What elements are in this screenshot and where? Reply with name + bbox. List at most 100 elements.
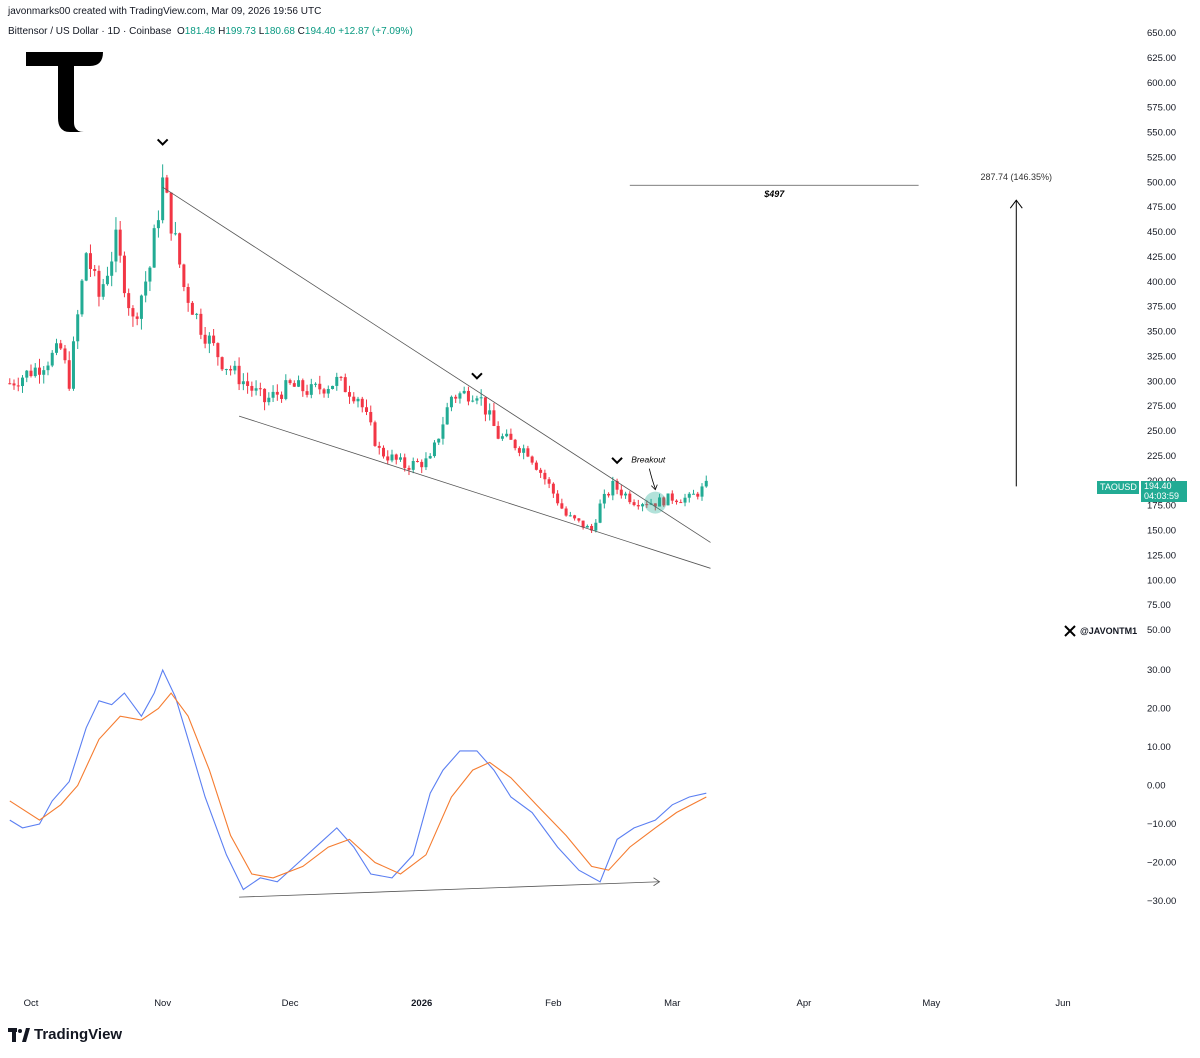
price-axis-tick: 600.00 xyxy=(1147,78,1176,89)
oscillator-axis-tick: −10.00 xyxy=(1147,819,1176,830)
candle-body xyxy=(602,493,606,504)
candle-body xyxy=(420,461,424,468)
candle xyxy=(594,519,598,533)
close-label: C xyxy=(297,26,305,37)
price-axis-tick: 525.00 xyxy=(1147,152,1176,163)
candle-body xyxy=(246,381,250,386)
candle-body xyxy=(424,458,428,468)
price-axis-tick: 575.00 xyxy=(1147,103,1176,114)
candle-body xyxy=(454,396,458,399)
candle xyxy=(237,357,241,391)
candle-body xyxy=(271,391,275,398)
candle xyxy=(539,467,543,478)
candle xyxy=(105,266,109,286)
candle xyxy=(318,375,322,395)
candle-body xyxy=(339,376,343,378)
candle-body xyxy=(662,497,666,506)
candle xyxy=(178,232,182,268)
price-axis-tick: 650.00 xyxy=(1147,28,1176,39)
candle-body xyxy=(101,284,105,297)
candle-body xyxy=(428,456,432,459)
candle xyxy=(59,339,63,351)
candle-body xyxy=(509,433,513,440)
price-tag-price: 194.40 xyxy=(1144,481,1172,491)
candle-body xyxy=(237,365,241,385)
candle xyxy=(267,392,271,406)
candle xyxy=(216,342,220,366)
time-axis-tick: Mar xyxy=(664,998,680,1009)
candle-body xyxy=(458,393,462,399)
candle xyxy=(424,452,428,471)
candle-body xyxy=(12,383,16,386)
candle-body xyxy=(415,461,419,463)
candle xyxy=(25,369,29,383)
candle xyxy=(428,453,432,459)
candle xyxy=(381,445,385,459)
candle xyxy=(564,506,568,517)
tradingview-footer: TradingView xyxy=(8,1026,122,1043)
candle xyxy=(16,377,20,392)
candle-body xyxy=(577,518,581,521)
candle xyxy=(662,496,666,507)
candle xyxy=(403,453,407,472)
candle xyxy=(458,391,462,404)
symbol-legend: Bittensor / US Dollar · 1D · Coinbase O1… xyxy=(8,26,413,37)
divergence-line xyxy=(239,881,660,898)
candle xyxy=(314,382,318,388)
candle xyxy=(284,374,288,401)
candle xyxy=(139,294,143,330)
candle-body xyxy=(220,357,224,370)
candle-body xyxy=(122,255,126,294)
price-axis-tick: 350.00 xyxy=(1147,327,1176,338)
candle xyxy=(50,350,54,368)
candle-body xyxy=(594,522,598,531)
price-axis-tick: 100.00 xyxy=(1147,575,1176,586)
candle-body xyxy=(165,177,169,193)
candle-body xyxy=(258,388,262,390)
candle xyxy=(556,490,560,506)
candle xyxy=(573,514,577,521)
candle-body xyxy=(25,370,29,378)
low-label: L xyxy=(258,26,265,37)
price-tag-countdown: 04:03:59 xyxy=(1144,491,1180,501)
candle xyxy=(441,416,445,445)
top-marker-2-chevron-icon xyxy=(471,372,483,380)
open-label: O xyxy=(176,26,185,37)
candle-body xyxy=(54,343,58,353)
candle-body xyxy=(517,448,521,453)
candle-body xyxy=(152,228,156,268)
candle-body xyxy=(483,397,487,415)
candle-body xyxy=(250,385,254,391)
candle xyxy=(135,312,139,326)
candle xyxy=(335,372,339,391)
candle xyxy=(246,372,250,394)
price-axis-tick: 75.00 xyxy=(1147,600,1171,611)
candlestick-series xyxy=(8,164,708,533)
candle xyxy=(297,375,301,388)
candle xyxy=(250,381,254,397)
x-handle-text: @JAVONTM1 xyxy=(1080,626,1138,636)
candle xyxy=(636,499,640,510)
price-axis-tick: 300.00 xyxy=(1147,376,1176,387)
candle xyxy=(530,455,534,465)
candle xyxy=(288,378,292,385)
candle-body xyxy=(628,493,632,503)
candle-body xyxy=(118,229,122,256)
candle xyxy=(54,338,58,356)
candle xyxy=(415,458,419,463)
time-axis-tick: Nov xyxy=(154,998,171,1009)
candle xyxy=(611,476,615,501)
candle-body xyxy=(526,448,530,457)
measure-label: 287.74 (146.35%) xyxy=(981,172,1053,182)
candle xyxy=(488,403,492,421)
candle xyxy=(118,221,122,263)
oscillator-axis-tick: 10.00 xyxy=(1147,742,1171,753)
candle xyxy=(63,344,67,364)
candle-body xyxy=(169,192,173,234)
candle-body xyxy=(114,229,118,262)
candle xyxy=(101,278,105,300)
candle xyxy=(513,438,517,451)
candle-body xyxy=(67,360,71,389)
candle-body xyxy=(322,389,326,394)
